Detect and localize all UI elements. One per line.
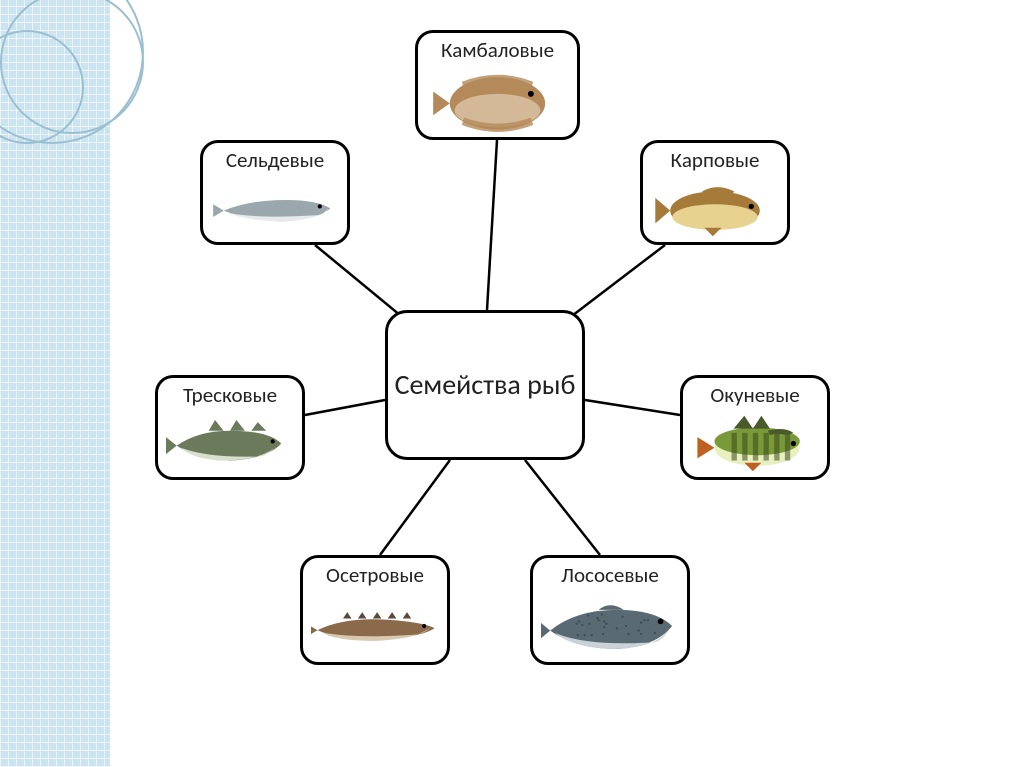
node-kambalovye: Камбаловые [415,30,580,140]
node-treskovye: Тресковые [155,375,305,480]
center-node: Семейства рыб [385,310,585,460]
node-seldevye: Сельдевые [200,140,350,245]
fish-icon [691,409,819,478]
node-osetrovye: Осетровые [300,555,450,665]
fish-icon [651,174,779,243]
node-label: Лососевые [561,564,659,587]
fish-icon [211,174,339,243]
node-okunevye: Окуневые [680,375,830,480]
node-karpovye: Карповые [640,140,790,245]
fish-icon [311,589,439,663]
node-label: Окуневые [710,384,799,407]
node-label: Сельдевые [226,149,324,172]
slide: Семейства рыб Камбаловые Сельдевые Карпо… [0,0,1024,767]
node-label: Осетровые [326,564,424,587]
fish-icon [426,64,569,138]
node-label: Камбаловые [441,39,554,62]
node-label: Тресковые [183,384,277,407]
node-lososevye: Лососевые [530,555,690,665]
node-label: Карповые [671,149,760,172]
fish-icon [541,589,679,663]
fish-icon [166,409,294,478]
center-label: Семейства рыб [395,369,576,401]
